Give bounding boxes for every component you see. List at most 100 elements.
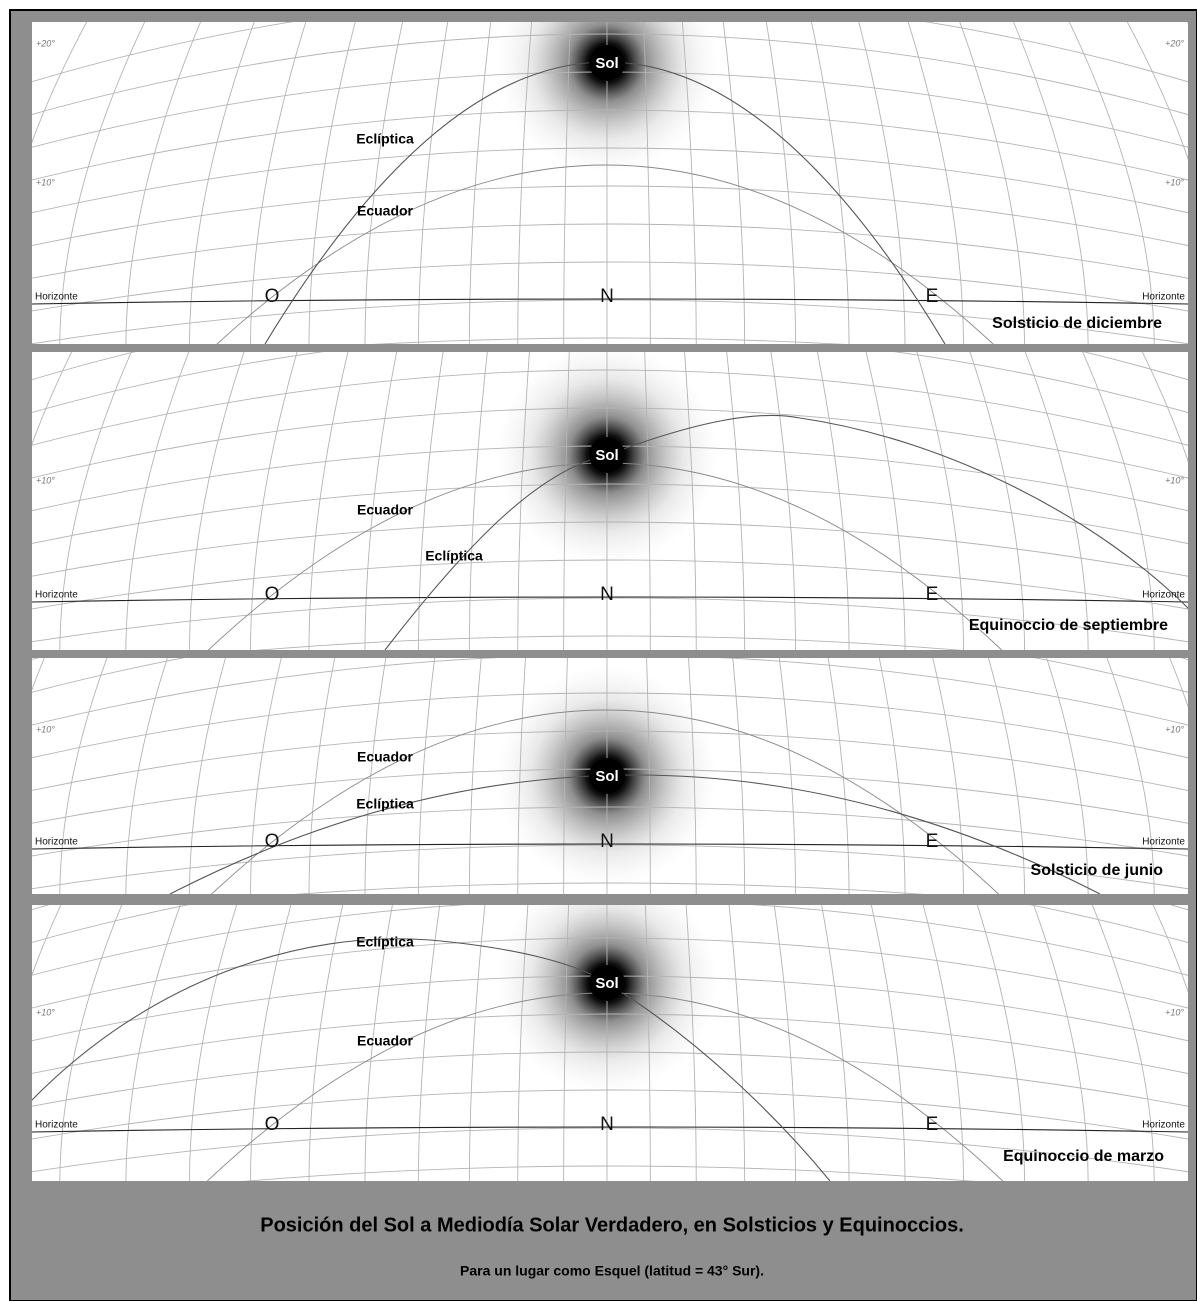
altitude-circle (32, 1089, 1188, 1140)
meridian (189, 658, 226, 894)
meridian (1012, 22, 1089, 344)
altitude-circle (32, 223, 1188, 279)
horizon-label: Horizonte (35, 590, 78, 601)
meridian (59, 905, 123, 1181)
equator (211, 709, 999, 894)
meridian (976, 905, 1025, 1181)
degree-label: +10° (1165, 475, 1184, 485)
meridian (125, 658, 168, 894)
meridian (644, 905, 651, 1181)
meridian (870, 905, 906, 1181)
altitude-circle (32, 22, 1188, 83)
meridian (364, 22, 403, 344)
sun-label: Sol (595, 447, 618, 464)
horizon-label: Horizonte (1142, 292, 1185, 303)
meridian (308, 658, 336, 894)
horizon-label: Horizonte (35, 1120, 78, 1131)
horizon (32, 596, 1188, 603)
meridian (125, 22, 202, 344)
degree-label: +10° (36, 475, 55, 485)
ecliptic-label: Eclíptica (425, 548, 483, 564)
sun-disc (589, 965, 625, 1001)
meridian (916, 352, 964, 650)
equator-label: Ecuador (357, 749, 414, 765)
meridian (1106, 658, 1155, 894)
altitude-circle (32, 483, 1188, 545)
horizon-label: Horizonte (1142, 837, 1185, 848)
meridian (959, 22, 1025, 344)
meridian (59, 22, 146, 344)
horizon-label: Horizonte (35, 837, 78, 848)
meridian (858, 22, 906, 344)
altitude-circle (32, 905, 1188, 944)
sun-disc (589, 437, 625, 473)
meridian (644, 352, 651, 650)
cardinal-label: E (926, 584, 939, 605)
equator-label: Ecuador (357, 502, 414, 518)
meridian (563, 352, 570, 650)
meridian (468, 905, 486, 1181)
altitude-circle (32, 299, 1188, 344)
meridian (726, 352, 746, 650)
cardinal-label: E (926, 831, 939, 852)
panel: Sol Eclíptica Ecuador Horizonte Horizonte O N E… (32, 905, 1188, 1181)
meridian (563, 22, 571, 344)
ecliptic (384, 414, 1188, 650)
meridian (468, 22, 492, 344)
meridian (125, 352, 190, 650)
altitude-circle (32, 369, 1188, 446)
meridian (922, 905, 964, 1181)
meridian (468, 658, 482, 894)
panel-caption: Solsticio de junio (1031, 862, 1164, 879)
meridian (770, 352, 796, 650)
horizon (32, 298, 1188, 305)
meridian (125, 905, 181, 1181)
meridian (773, 905, 796, 1181)
meridian (308, 352, 349, 650)
altitude-circle (32, 692, 1188, 759)
degree-label: +20° (1165, 38, 1184, 48)
meridian (684, 352, 697, 650)
meridian (364, 352, 398, 650)
meridian (988, 658, 1025, 894)
cardinal-label: O (265, 286, 280, 307)
panel-caption: Equinoccio de septiembre (969, 617, 1168, 634)
altitude-circle (32, 521, 1188, 577)
meridian (517, 352, 530, 650)
meridian (778, 658, 796, 894)
altitude-circle (293, 882, 924, 894)
degree-label: +10° (36, 724, 55, 734)
cardinal-label: O (265, 1114, 280, 1135)
altitude-circle (32, 806, 1188, 857)
subtitle: Para un lugar como Esquel (latitud = 43°… (460, 1263, 764, 1279)
ecliptic-label: Eclíptica (356, 131, 414, 147)
cardinal-label: E (926, 1114, 939, 1135)
altitude-circle (32, 1051, 1188, 1107)
horizon (32, 843, 1188, 850)
altitude-circle (32, 1127, 1188, 1173)
meridian (468, 352, 488, 650)
cardinal-label: E (926, 286, 939, 307)
equator-label: Ecuador (357, 1033, 414, 1049)
sun-disc (589, 758, 625, 794)
cardinal-label: N (600, 831, 614, 852)
meridian (816, 352, 850, 650)
meridian (308, 905, 344, 1181)
degree-label: +10° (1165, 177, 1184, 187)
meridian (418, 905, 441, 1181)
meridian (418, 658, 436, 894)
meridian (517, 22, 533, 344)
altitude-circle (243, 1165, 975, 1181)
equator-label: Ecuador (357, 203, 414, 219)
ecliptic-label: Eclíptica (356, 934, 414, 950)
panel-caption: Solsticio de diciembre (992, 315, 1162, 332)
panel: Sol Eclíptica Ecuador Horizonte Horizonte O N E… (32, 658, 1188, 894)
altitude-circle (32, 905, 1188, 976)
altitude-circle (255, 635, 963, 650)
altitude-circle (32, 937, 1188, 1009)
altitude-circle (32, 147, 1188, 214)
meridian (878, 658, 906, 894)
meridian (932, 658, 964, 894)
